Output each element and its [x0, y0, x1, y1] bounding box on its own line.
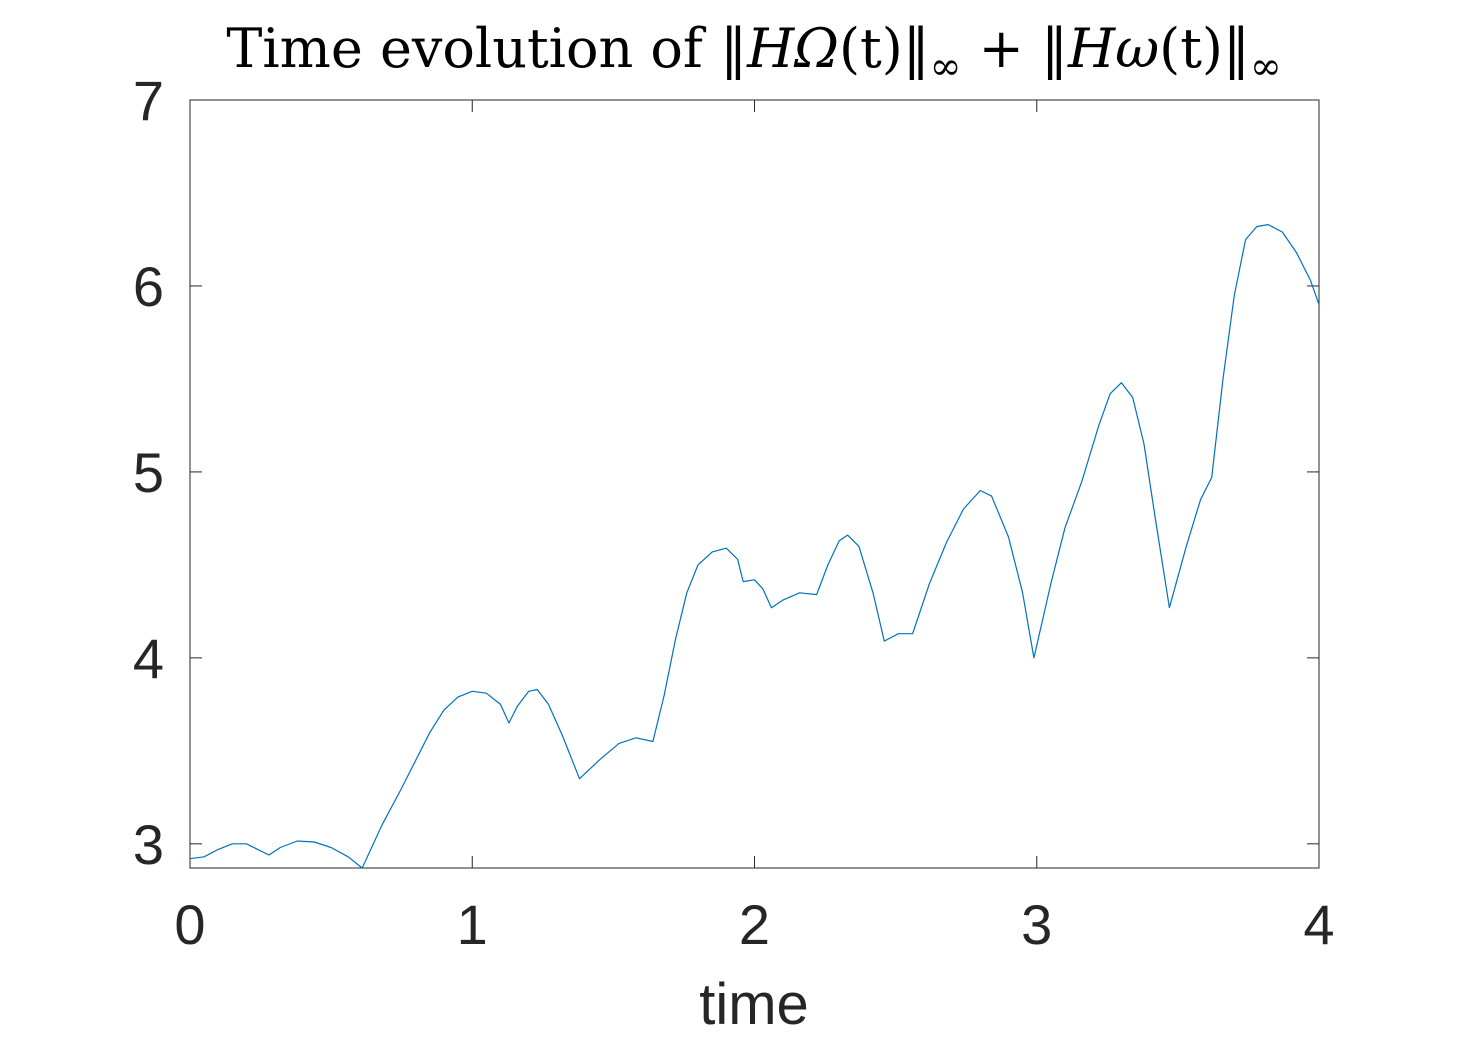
x-tick-label: 0: [174, 893, 205, 956]
x-tick-label: 1: [457, 893, 488, 956]
title-subscript-1: ∞: [930, 44, 962, 88]
x-tick-label: 2: [739, 893, 770, 956]
title-term1-argument: (t): [839, 17, 903, 80]
y-tick-label: 6: [133, 255, 164, 318]
title-plus: +: [961, 17, 1041, 80]
x-axis-label: time: [699, 972, 809, 1037]
title-norm-open-1: ‖: [720, 17, 747, 80]
title-term2-variable: Hω: [1067, 17, 1159, 80]
title-subscript-2: ∞: [1250, 44, 1282, 88]
plot-area: [189, 99, 1320, 869]
x-tick-labels: 0 1 2 3 4: [174, 893, 1334, 956]
y-tick-label: 5: [133, 441, 164, 504]
chart-title: Time evolution of ‖HΩ(t)‖∞ + ‖Hω(t)‖∞: [226, 17, 1281, 88]
x-tick-label: 3: [1021, 893, 1052, 956]
x-tick-label: 4: [1303, 893, 1334, 956]
y-tick-label: 3: [133, 813, 164, 876]
title-term2-argument: (t): [1159, 17, 1223, 80]
y-tick-label: 4: [133, 627, 164, 690]
title-norm-open-2: ‖: [1041, 17, 1068, 80]
series-line: [189, 224, 1320, 869]
title-term1-variable: HΩ: [746, 17, 839, 80]
axis-ticks: [189, 99, 1320, 868]
y-tick-labels: 3 4 5 6 7: [133, 69, 164, 876]
title-norm-close-1: ‖: [903, 17, 930, 80]
title-norm-close-2: ‖: [1223, 17, 1250, 80]
series-layer: [189, 224, 1320, 869]
title-prefix: Time evolution of: [226, 17, 720, 80]
y-tick-label: 7: [133, 69, 164, 132]
